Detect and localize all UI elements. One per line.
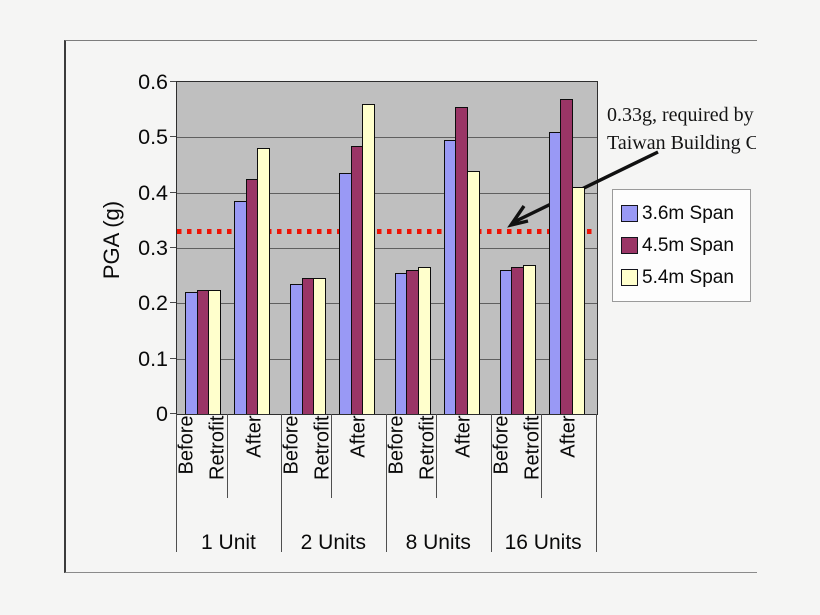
y-tick-label: 0.6 xyxy=(138,70,168,94)
y-tick-label: 0.4 xyxy=(138,180,168,205)
bar-5-4m-span-16-units-before-retrofit xyxy=(523,264,537,414)
bar-5-4m-span-2-units-after xyxy=(362,104,376,414)
legend-label-4-5m-span: 4.5m Span xyxy=(642,234,734,256)
subcategory-separator xyxy=(436,414,438,498)
bar-5-4m-span-1-unit-after xyxy=(257,148,271,414)
legend-swatch-5-4m-span xyxy=(621,269,638,286)
y-tick-mark xyxy=(170,357,176,359)
reference-line-0-33g xyxy=(177,229,597,234)
group-separator xyxy=(595,414,597,552)
plot-area xyxy=(176,81,598,415)
gridline-0.4 xyxy=(177,192,597,194)
bar-5-4m-span-16-units-after xyxy=(572,187,586,414)
bar-5-4m-span-8-units-after xyxy=(467,170,481,414)
bar-5-4m-span-1-unit-before-retrofit xyxy=(208,289,222,414)
bar-5-4m-span-2-units-before-retrofit xyxy=(313,278,327,414)
legend-swatch-3-6m-span xyxy=(621,205,638,222)
x-category-label-retrofit: Retrofit xyxy=(521,415,544,480)
legend-item-3-6m-span: 3.6m Span xyxy=(621,202,750,226)
y-tick-mark xyxy=(170,413,176,414)
legend-item-5-4m-span: 5.4m Span xyxy=(621,266,750,290)
annotation-text: 0.33g, required by Taiwan Building C xyxy=(607,101,756,159)
legend-swatch-4-5m-span xyxy=(621,237,638,254)
group-label-1-unit: 1 Unit xyxy=(201,531,256,554)
y-tick-label: 0 xyxy=(156,402,168,426)
group-separator xyxy=(280,414,282,552)
y-tick-mark xyxy=(170,302,176,304)
legend-item-4-5m-span: 4.5m Span xyxy=(621,234,750,258)
group-separator xyxy=(490,414,492,552)
annotation-line-1: 0.33g, required by xyxy=(607,104,754,126)
y-tick-label: 0.1 xyxy=(138,346,168,371)
x-category-label-after: After xyxy=(557,415,580,458)
y-tick-label: 0.5 xyxy=(138,125,168,150)
gridline-0.3 xyxy=(177,248,597,249)
legend-label-5-4m-span: 5.4m Span xyxy=(642,266,734,288)
subcategory-separator xyxy=(541,414,543,498)
group-label-16-units: 16 Units xyxy=(504,531,582,554)
legend-label-3-6m-span: 3.6m Span xyxy=(642,202,734,224)
gridline-0.2 xyxy=(177,303,597,305)
x-category-label-after: After xyxy=(452,415,475,458)
subcategory-separator xyxy=(226,414,228,498)
x-category-label-before: Before xyxy=(490,415,513,475)
x-category-label-retrofit: Retrofit xyxy=(311,415,334,480)
x-category-label-after: After xyxy=(347,415,370,458)
y-tick-mark xyxy=(170,247,176,248)
y-tick-label: 0.3 xyxy=(138,236,168,260)
x-category-label-before: Before xyxy=(175,415,198,475)
x-category-label-before: Before xyxy=(280,415,303,475)
subcategory-separator xyxy=(331,414,333,498)
group-label-2-units: 2 Units xyxy=(300,531,367,554)
x-category-label-retrofit: Retrofit xyxy=(206,415,229,480)
group-separator xyxy=(176,414,177,552)
x-category-label-after: After xyxy=(243,415,265,458)
chart-frame xyxy=(64,40,757,573)
legend: 3.6m Span 4.5m Span 5.4m Span xyxy=(612,189,751,302)
gridline-0.1 xyxy=(177,358,597,360)
bar-5-4m-span-8-units-before-retrofit xyxy=(418,267,432,414)
gridline-0.5 xyxy=(177,137,597,139)
x-category-label-before: Before xyxy=(385,415,408,475)
y-tick-mark xyxy=(170,81,176,82)
annotation-arrow xyxy=(507,150,659,228)
group-label-8-units: 8 Units xyxy=(405,531,471,554)
y-tick-mark xyxy=(170,191,176,193)
y-tick-label: 0.2 xyxy=(138,291,168,316)
group-separator xyxy=(385,414,387,552)
y-tick-mark xyxy=(170,136,176,138)
x-category-label-retrofit: Retrofit xyxy=(416,415,439,480)
annotation-line-2: Taiwan Building C xyxy=(607,132,756,154)
